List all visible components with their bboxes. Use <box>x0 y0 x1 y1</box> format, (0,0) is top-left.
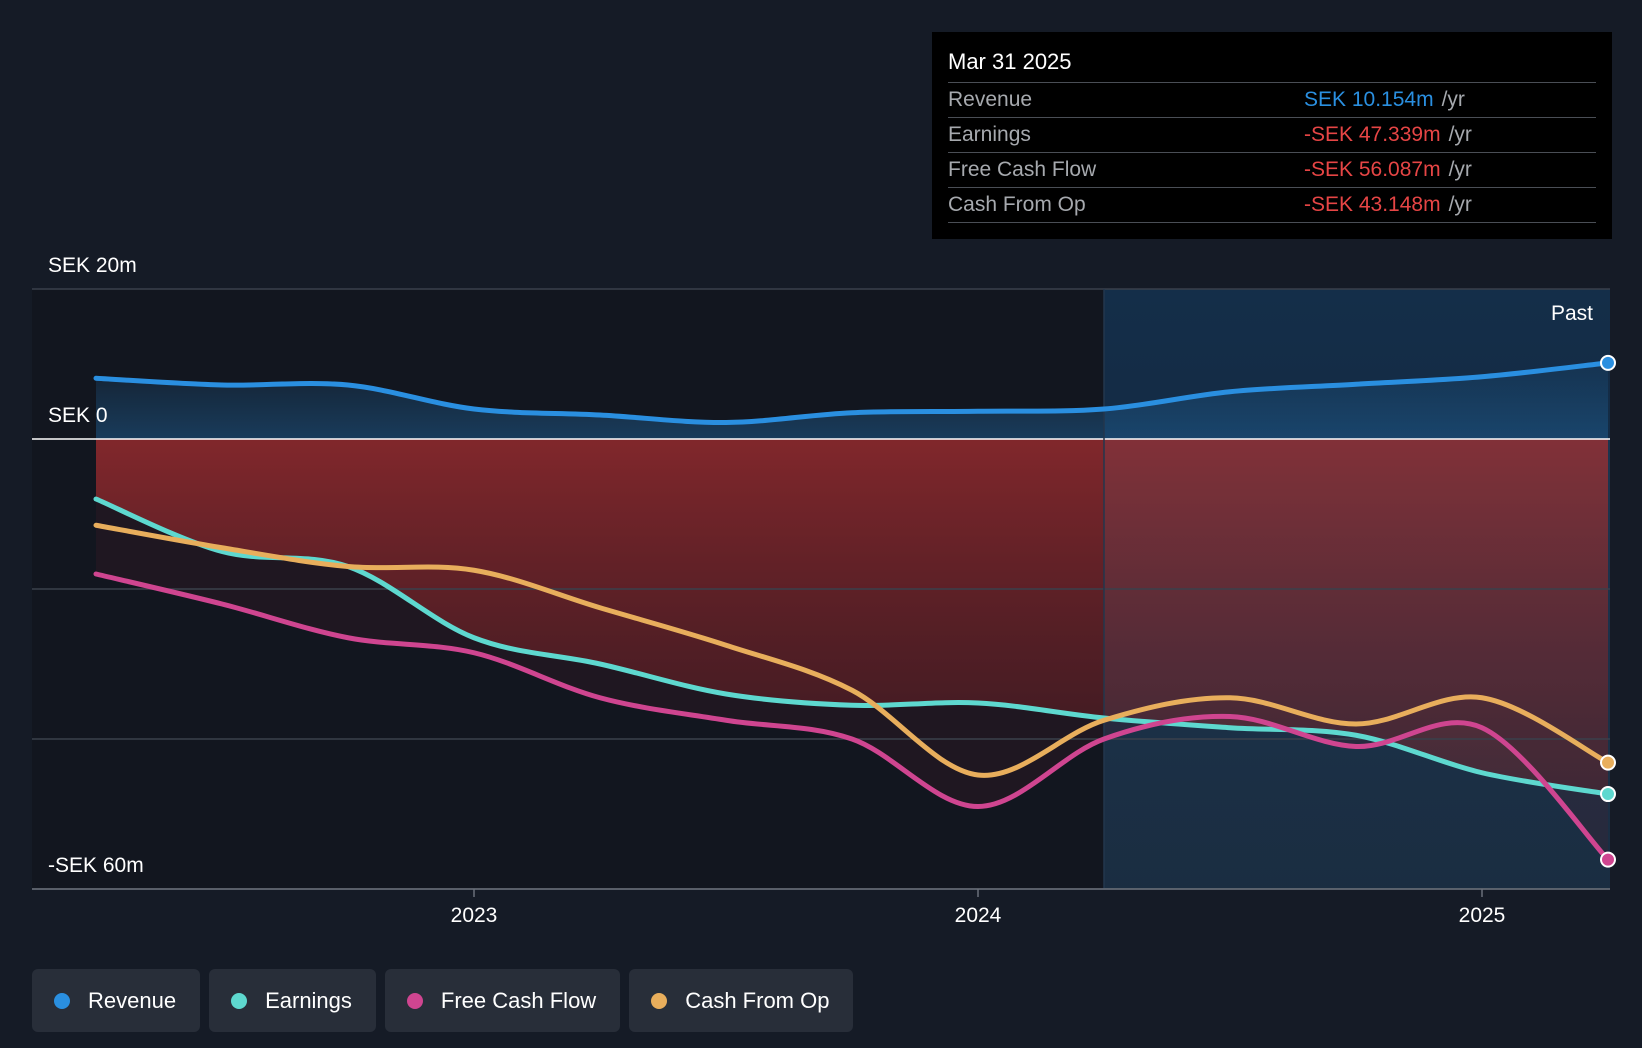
tooltip-row-value: SEK 10.154m <box>1304 88 1434 111</box>
legend-dot-icon <box>406 992 423 1009</box>
revenue-area <box>96 362 1608 439</box>
tooltip-row-free-cash-flow: Free Cash Flow -SEK 56.087m /yr <box>948 152 1596 187</box>
tooltip-row-value: -SEK 47.339m <box>1304 123 1441 146</box>
tooltip-row-value: -SEK 43.148m <box>1304 193 1441 216</box>
tooltip-date: Mar 31 2025 <box>948 49 1072 74</box>
past-label: Past <box>1551 302 1593 325</box>
y-axis-label-zero: SEK 0 <box>48 404 108 427</box>
tooltip: Mar 31 2025 Revenue SEK 10.154m /yr Earn… <box>932 32 1612 239</box>
tooltip-row-label: Revenue <box>948 88 1033 111</box>
series-end-point <box>1600 786 1616 803</box>
series-line-revenue <box>93 360 1611 426</box>
tooltip-row-label: Free Cash Flow <box>948 158 1097 181</box>
tooltip-row-unit: /yr <box>1448 123 1472 146</box>
past-overlay <box>1104 439 1610 889</box>
tooltip-row-unit: /yr <box>1448 158 1472 181</box>
tooltip-row-label: Earnings <box>948 123 1031 146</box>
earnings-area <box>96 439 1608 795</box>
y-axis-label-bottom: -SEK 60m <box>48 854 144 877</box>
x-tick-label: 2024 <box>955 904 1002 927</box>
x-tick-label: 2025 <box>1459 904 1506 927</box>
y-axis-label-top: SEK 20m <box>48 254 137 277</box>
tooltip-row-label: Cash From Op <box>948 193 1086 216</box>
legend-item-cash-from-op[interactable]: Cash From Op <box>629 969 854 1032</box>
series-end-point <box>1600 354 1616 371</box>
legend-dot-icon <box>651 992 668 1009</box>
x-tick-label: 2023 <box>451 904 498 927</box>
x-axis: 2023 2024 2025 <box>32 888 1610 927</box>
legend-item-earnings[interactable]: Earnings <box>209 969 376 1032</box>
legend-item-free-cash-flow[interactable]: Free Cash Flow <box>384 969 621 1032</box>
legend-label: Earnings <box>265 987 352 1013</box>
legend-dot-icon <box>54 992 70 1009</box>
series-end-point <box>1600 851 1616 868</box>
tooltip-row-value: -SEK 56.087m <box>1304 158 1441 181</box>
series-line-cash-from-op <box>93 522 1611 778</box>
tooltip-row-unit: /yr <box>1448 193 1472 216</box>
legend-label: Revenue <box>88 987 177 1013</box>
tooltip-row-earnings: Earnings -SEK 47.339m /yr <box>948 117 1596 152</box>
legend-label: Free Cash Flow <box>440 987 597 1013</box>
fcf-area <box>96 439 1608 860</box>
series-end-point <box>1600 754 1616 771</box>
legend: Revenue Earnings Free Cash Flow Cash Fro… <box>32 969 854 1032</box>
tooltip-row-unit: /yr <box>1441 88 1465 111</box>
legend-label: Cash From Op <box>685 987 830 1013</box>
plot-area <box>32 288 1616 890</box>
tooltip-row-cash-from-op: Cash From Op -SEK 43.148m /yr <box>948 187 1596 223</box>
legend-item-revenue[interactable]: Revenue <box>32 969 201 1032</box>
tooltip-row-revenue: Revenue SEK 10.154m /yr <box>948 82 1596 117</box>
series-line-free-cash-flow <box>93 571 1611 863</box>
legend-dot-icon <box>231 992 248 1009</box>
